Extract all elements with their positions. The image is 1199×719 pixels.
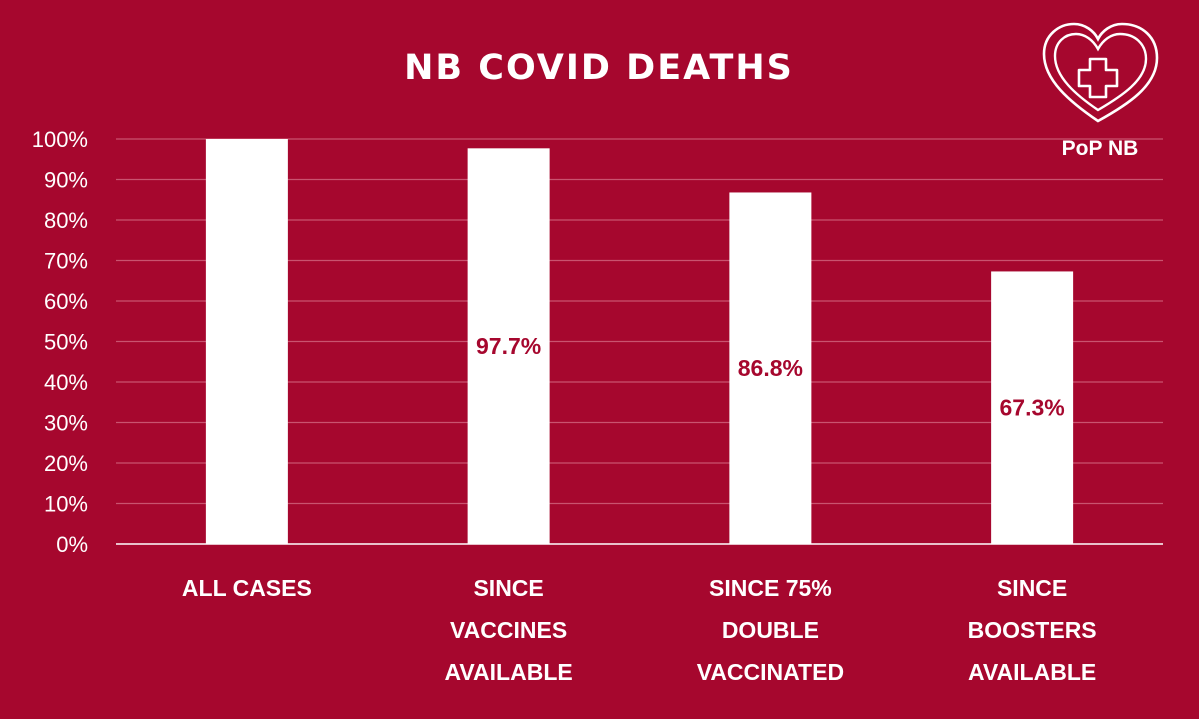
y-tick-label: 20%: [44, 451, 88, 476]
y-tick-label: 30%: [44, 411, 88, 436]
y-tick-label: 50%: [44, 330, 88, 355]
bar: [991, 271, 1074, 544]
x-category-label-line: BOOSTERS: [968, 617, 1097, 643]
x-category-label-line: SINCE: [997, 575, 1067, 601]
x-category-label-line: DOUBLE: [722, 617, 819, 643]
heart-outline-icon: [1042, 22, 1159, 123]
bars: [205, 139, 1074, 544]
x-axis-category-labels: ALL CASES SINCE VACCINES AVAILABLE SINCE 75%…: [182, 575, 1097, 685]
bar: [205, 139, 288, 544]
y-tick-label: 80%: [44, 208, 88, 233]
data-labels: 97.7% 86.8% 67.3%: [476, 333, 1065, 421]
y-tick-label: 70%: [44, 249, 88, 274]
data-label: 86.8%: [738, 355, 803, 381]
y-tick-label: 100%: [32, 127, 88, 152]
x-category-label: SINCE BOOSTERS AVAILABLE: [968, 575, 1097, 685]
logo-label: PoP NB: [1062, 137, 1139, 160]
x-category-label: SINCE VACCINES AVAILABLE: [445, 575, 573, 685]
x-category-label-line: SINCE: [473, 575, 543, 601]
x-category-label: SINCE 75% DOUBLE VACCINATED: [697, 575, 844, 685]
x-category-label-line: AVAILABLE: [968, 659, 1096, 685]
bar: [729, 192, 812, 544]
data-label: 67.3%: [1000, 395, 1065, 421]
x-category-label-line: VACCINES: [450, 617, 567, 643]
y-tick-label: 90%: [44, 168, 88, 193]
x-category-label: ALL CASES: [182, 575, 312, 601]
x-category-label-line: ALL CASES: [182, 575, 312, 601]
data-label: 97.7%: [476, 333, 541, 359]
y-axis-tick-labels: 0% 10% 20% 30% 40% 50% 60% 70% 80% 90% 100%: [32, 127, 88, 557]
y-tick-label: 40%: [44, 370, 88, 395]
heart-inner-outline-icon: [1053, 32, 1148, 112]
y-tick-label: 10%: [44, 492, 88, 517]
x-category-label-line: SINCE 75%: [709, 575, 832, 601]
y-tick-label: 0%: [56, 532, 88, 557]
pop-nb-logo: PoP NB: [1042, 22, 1159, 160]
gridlines: [116, 138, 1163, 505]
medical-cross-icon: [1077, 57, 1119, 99]
chart-title: NB COVID DEATHS: [404, 48, 794, 88]
x-category-label-line: AVAILABLE: [445, 659, 573, 685]
y-tick-label: 60%: [44, 289, 88, 314]
x-category-label-line: VACCINATED: [697, 659, 844, 685]
bar: [467, 148, 550, 544]
